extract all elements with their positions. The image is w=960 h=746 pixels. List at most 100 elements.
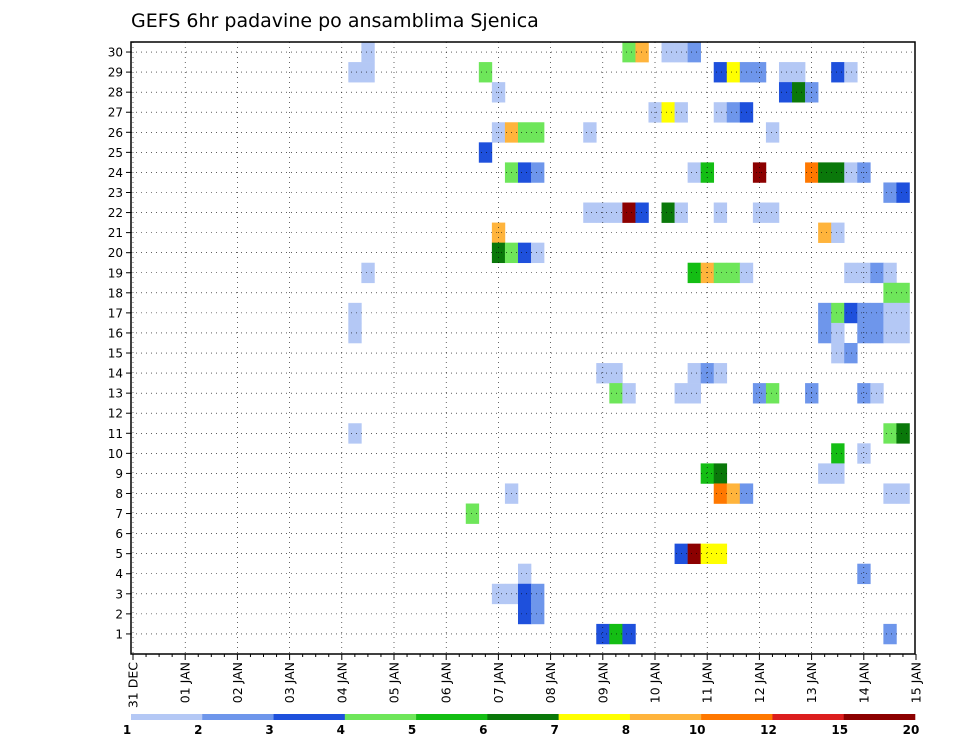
heatmap-cell-58-13 <box>870 383 884 404</box>
heatmap-cell-60-23 <box>896 182 910 203</box>
heatmap-cell-55-16 <box>831 322 845 344</box>
y-tick-label: 20 <box>108 246 123 260</box>
heatmap-cell-29-3 <box>491 583 506 605</box>
heatmap-cell-32-20 <box>531 242 545 264</box>
x-tick-label: 08 JAN <box>543 662 558 703</box>
heatmap-cell-57-17 <box>857 302 871 324</box>
heatmap-cell-55-9 <box>831 463 845 484</box>
heatmap-cell-31-24 <box>517 162 532 183</box>
heatmap-cell-32-2 <box>531 603 545 625</box>
x-tick-label: 31 DEC <box>126 662 141 708</box>
heatmap-cell-44-5 <box>687 543 701 565</box>
x-tick-label: 06 JAN <box>439 662 454 703</box>
heatmap-cell-46-14 <box>713 363 728 384</box>
heatmap-cell-60-17 <box>896 302 910 324</box>
heatmap-cell-55-15 <box>831 342 845 364</box>
heatmap-cell-44-14 <box>687 363 701 384</box>
y-tick-label: 1 <box>115 627 123 641</box>
heatmap-cell-54-16 <box>818 322 832 344</box>
heatmap-cell-55-17 <box>831 302 845 324</box>
heatmap-cell-28-29 <box>478 62 493 83</box>
heatmap-cell-27-7 <box>465 503 480 524</box>
legend-label: 7 <box>550 723 558 737</box>
x-tick-label: 14 JAN <box>856 662 871 703</box>
heatmap-cell-28-25 <box>478 142 493 163</box>
y-tick-label: 29 <box>108 66 123 80</box>
heatmap-cell-54-24 <box>818 162 832 183</box>
heatmap-cell-46-19 <box>713 262 728 284</box>
legend-swatch <box>843 714 916 720</box>
heatmap-cell-60-8 <box>896 483 910 504</box>
heatmap-cell-54-21 <box>818 222 832 243</box>
legend-label: 10 <box>689 723 706 737</box>
y-tick-label: 6 <box>115 527 123 541</box>
heatmap-cell-42-30 <box>661 42 675 63</box>
heatmap-cell-56-15 <box>844 342 858 364</box>
heatmap-cell-31-3 <box>517 583 532 605</box>
y-tick-label: 18 <box>108 286 123 300</box>
heatmap-cell-49-13 <box>752 383 767 404</box>
heatmap-cell-45-5 <box>700 543 715 565</box>
legend-swatch <box>487 714 559 720</box>
heatmap-cell-55-21 <box>831 222 845 243</box>
legend-label: 4 <box>337 723 345 737</box>
heatmap-cell-18-29 <box>348 62 362 83</box>
y-tick-label: 13 <box>108 387 123 401</box>
heatmap-cell-19-19 <box>361 262 375 284</box>
heatmap-cell-18-11 <box>348 423 362 444</box>
heatmap-cell-59-18 <box>883 282 897 304</box>
legend-swatch <box>629 714 702 720</box>
heatmap-cell-18-17 <box>348 302 362 324</box>
heatmap-cell-55-29 <box>831 62 845 83</box>
x-tick-label: 11 JAN <box>700 662 715 703</box>
heatmap-cell-42-27 <box>661 102 675 123</box>
heatmap-cell-44-30 <box>687 42 701 63</box>
heatmap-cell-59-16 <box>883 322 897 344</box>
y-tick-label: 21 <box>108 226 123 240</box>
y-tick-label: 16 <box>108 326 123 340</box>
heatmap-cell-40-22 <box>635 202 649 223</box>
legend-swatch <box>416 714 488 720</box>
heatmap-cell-55-10 <box>831 443 845 464</box>
legend-swatch <box>131 714 203 720</box>
y-tick-label: 26 <box>108 126 123 140</box>
heatmap-cell-40-30 <box>635 42 649 63</box>
y-tick-label: 24 <box>108 166 123 180</box>
heatmap-cell-44-19 <box>687 262 701 284</box>
legend-label: 12 <box>760 723 777 737</box>
y-tick-label: 25 <box>108 146 123 160</box>
heatmap-cell-50-22 <box>765 202 780 223</box>
heatmap-cell-59-11 <box>883 423 897 444</box>
heatmap-cell-59-23 <box>883 182 897 203</box>
legend-swatch <box>202 714 274 720</box>
y-tick-label: 5 <box>115 547 123 561</box>
chart-title: GEFS 6hr padavine po ansamblima Sjenica <box>131 10 539 32</box>
heatmap-cell-39-22 <box>622 202 636 223</box>
y-tick-label: 2 <box>115 607 123 621</box>
heatmap-cell-46-8 <box>713 483 728 504</box>
legend-swatch <box>344 714 417 720</box>
y-tick-label: 3 <box>115 587 123 601</box>
plot-frame <box>130 41 916 655</box>
x-tick-label: 09 JAN <box>595 662 610 703</box>
legend-label: 15 <box>831 723 848 737</box>
grid-lines <box>131 42 915 654</box>
heatmap-cell-55-24 <box>831 162 845 183</box>
heatmap-cell-46-29 <box>713 62 728 83</box>
legend-label: 1 <box>123 723 131 737</box>
heatmap-cell-57-10 <box>857 443 871 464</box>
heatmap-cell-45-9 <box>700 463 715 484</box>
heatmap-cell-57-13 <box>857 383 871 404</box>
heatmap-cell-32-3 <box>531 583 545 605</box>
heatmap-cells <box>348 42 910 645</box>
heatmap-cell-54-9 <box>818 463 832 484</box>
heatmap-cell-56-19 <box>844 262 858 284</box>
heatmap-cell-39-30 <box>622 42 636 63</box>
heatmap-cell-59-19 <box>883 262 897 284</box>
heatmap-cell-31-4 <box>517 563 532 585</box>
x-tick-label: 13 JAN <box>804 662 819 703</box>
legend-swatch <box>701 714 773 720</box>
heatmap-cell-47-8 <box>726 483 741 504</box>
heatmap-cell-59-17 <box>883 302 897 324</box>
